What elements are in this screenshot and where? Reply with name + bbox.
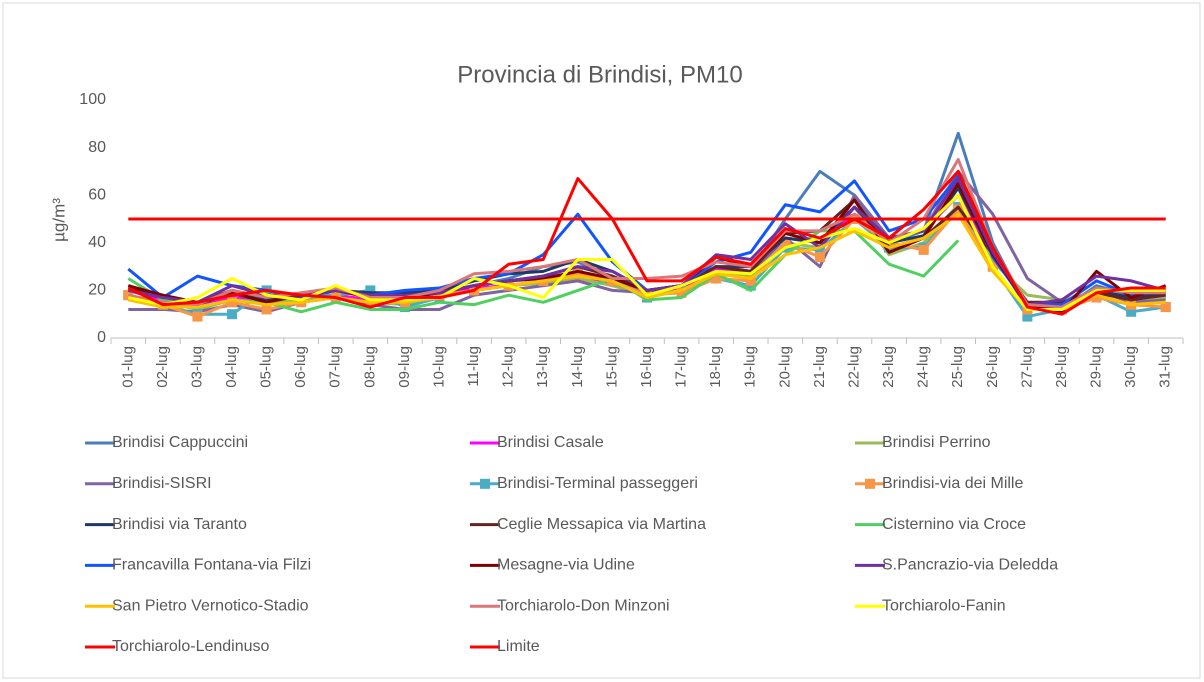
series-marker — [1126, 306, 1137, 317]
x-tick-label: 13-lug — [534, 346, 551, 388]
x-tick-label: 29-lug — [1088, 346, 1105, 388]
legend-label: Brindisi-SISRI — [112, 475, 212, 492]
x-tick-label: 10-lug — [430, 346, 447, 388]
legend-label: Brindisi Casale — [497, 434, 604, 451]
y-tick-label: 60 — [88, 186, 106, 203]
x-tick-label: 04-lug — [223, 346, 240, 388]
legend-marker — [865, 478, 875, 489]
x-tick-label: 01-lug — [119, 346, 136, 388]
series-line — [127, 212, 1166, 311]
series-marker — [1022, 311, 1033, 322]
x-tick-label: 11-lug — [465, 346, 482, 387]
x-tick-label: 23-lug — [880, 346, 897, 388]
y-tick-label: 100 — [79, 91, 106, 108]
x-tick-label: 28-lug — [1053, 346, 1070, 388]
legend-label: Brindisi via Taranto — [112, 516, 247, 533]
series-marker — [745, 275, 756, 286]
series-marker — [814, 252, 825, 263]
legend-label: Ceglie Messapica via Martina — [497, 516, 706, 533]
x-tick-label: 22-lug — [845, 346, 862, 388]
series-marker — [780, 237, 791, 248]
x-tick-label: 15-lug — [603, 346, 620, 388]
legend-label: S.Pancrazio-via Deledda — [882, 557, 1058, 574]
legend-label: Torchiarolo-Fanin — [882, 597, 1006, 614]
legend-label: Brindisi-via dei Mille — [882, 475, 1023, 492]
x-tick-label: 03-lug — [188, 346, 205, 388]
series-marker — [676, 287, 687, 298]
x-tick-label: 17-lug — [673, 346, 690, 388]
x-tick-label: 16-lug — [638, 346, 655, 388]
x-tick-label: 07-lug — [327, 346, 344, 388]
series-line — [127, 169, 1166, 316]
x-tick-label: 25-lug — [949, 346, 966, 388]
y-axis-label: µg/m³ — [49, 198, 68, 242]
series-marker — [1091, 292, 1102, 303]
series-marker — [123, 290, 134, 301]
x-tick-label: 12-lug — [500, 346, 517, 388]
series-marker — [365, 285, 376, 296]
legend-label: Cisternino via Croce — [882, 516, 1026, 533]
series-marker — [261, 304, 272, 315]
x-tick-label: 21-lug — [811, 346, 828, 388]
x-tick-label: 27-lug — [1018, 346, 1035, 388]
x-tick-label: 09-lug — [396, 346, 413, 388]
legend-label: San Pietro Vernotico-Stadio — [112, 597, 309, 614]
x-tick-label: 06-lug — [292, 346, 309, 388]
legend-label: Brindisi Cappuccini — [112, 434, 248, 451]
legend-label: Brindisi Perrino — [882, 434, 991, 451]
x-tick-label: 19-lug — [742, 346, 759, 388]
x-tick-label: 30-lug — [1122, 346, 1139, 388]
x-tick-label: 31-lug — [1157, 346, 1174, 388]
series-marker — [814, 244, 825, 255]
legend-label: Torchiarolo-Lendinuso — [112, 638, 270, 655]
legend-label: Limite — [497, 638, 540, 655]
x-tick-label: 02-lug — [154, 346, 171, 388]
chart-title: Provincia di Brindisi, PM10 — [457, 61, 742, 88]
series-marker — [192, 311, 203, 322]
series-marker — [434, 290, 445, 301]
legend-label: Mesagne-via Udine — [497, 557, 635, 574]
x-tick-label: 20-lug — [776, 346, 793, 388]
x-tick-label: 08-lug — [361, 346, 378, 388]
series-marker — [918, 244, 929, 255]
y-tick-label: 20 — [88, 282, 106, 299]
series-line — [127, 193, 1166, 311]
y-tick-label: 40 — [88, 234, 106, 251]
series-marker — [572, 268, 583, 279]
y-tick-label: 0 — [97, 329, 106, 346]
legend-label: Brindisi-Terminal passeggeri — [497, 475, 698, 492]
x-tick-label: 05-lug — [258, 346, 275, 388]
y-tick-label: 80 — [88, 139, 106, 156]
legend-marker — [480, 478, 490, 489]
series-marker — [711, 273, 722, 284]
x-tick-label: 26-lug — [984, 346, 1001, 388]
x-tick-label: 14-lug — [569, 346, 586, 388]
legend-label: Francavilla Fontana-via Filzi — [112, 557, 311, 574]
series-marker — [227, 297, 238, 308]
series-marker — [227, 309, 238, 320]
x-tick-label: 18-lug — [707, 346, 724, 388]
legend-label: Torchiarolo-Don Minzoni — [497, 597, 670, 614]
series-marker — [1160, 302, 1171, 313]
x-tick-label: 24-lug — [915, 346, 932, 388]
